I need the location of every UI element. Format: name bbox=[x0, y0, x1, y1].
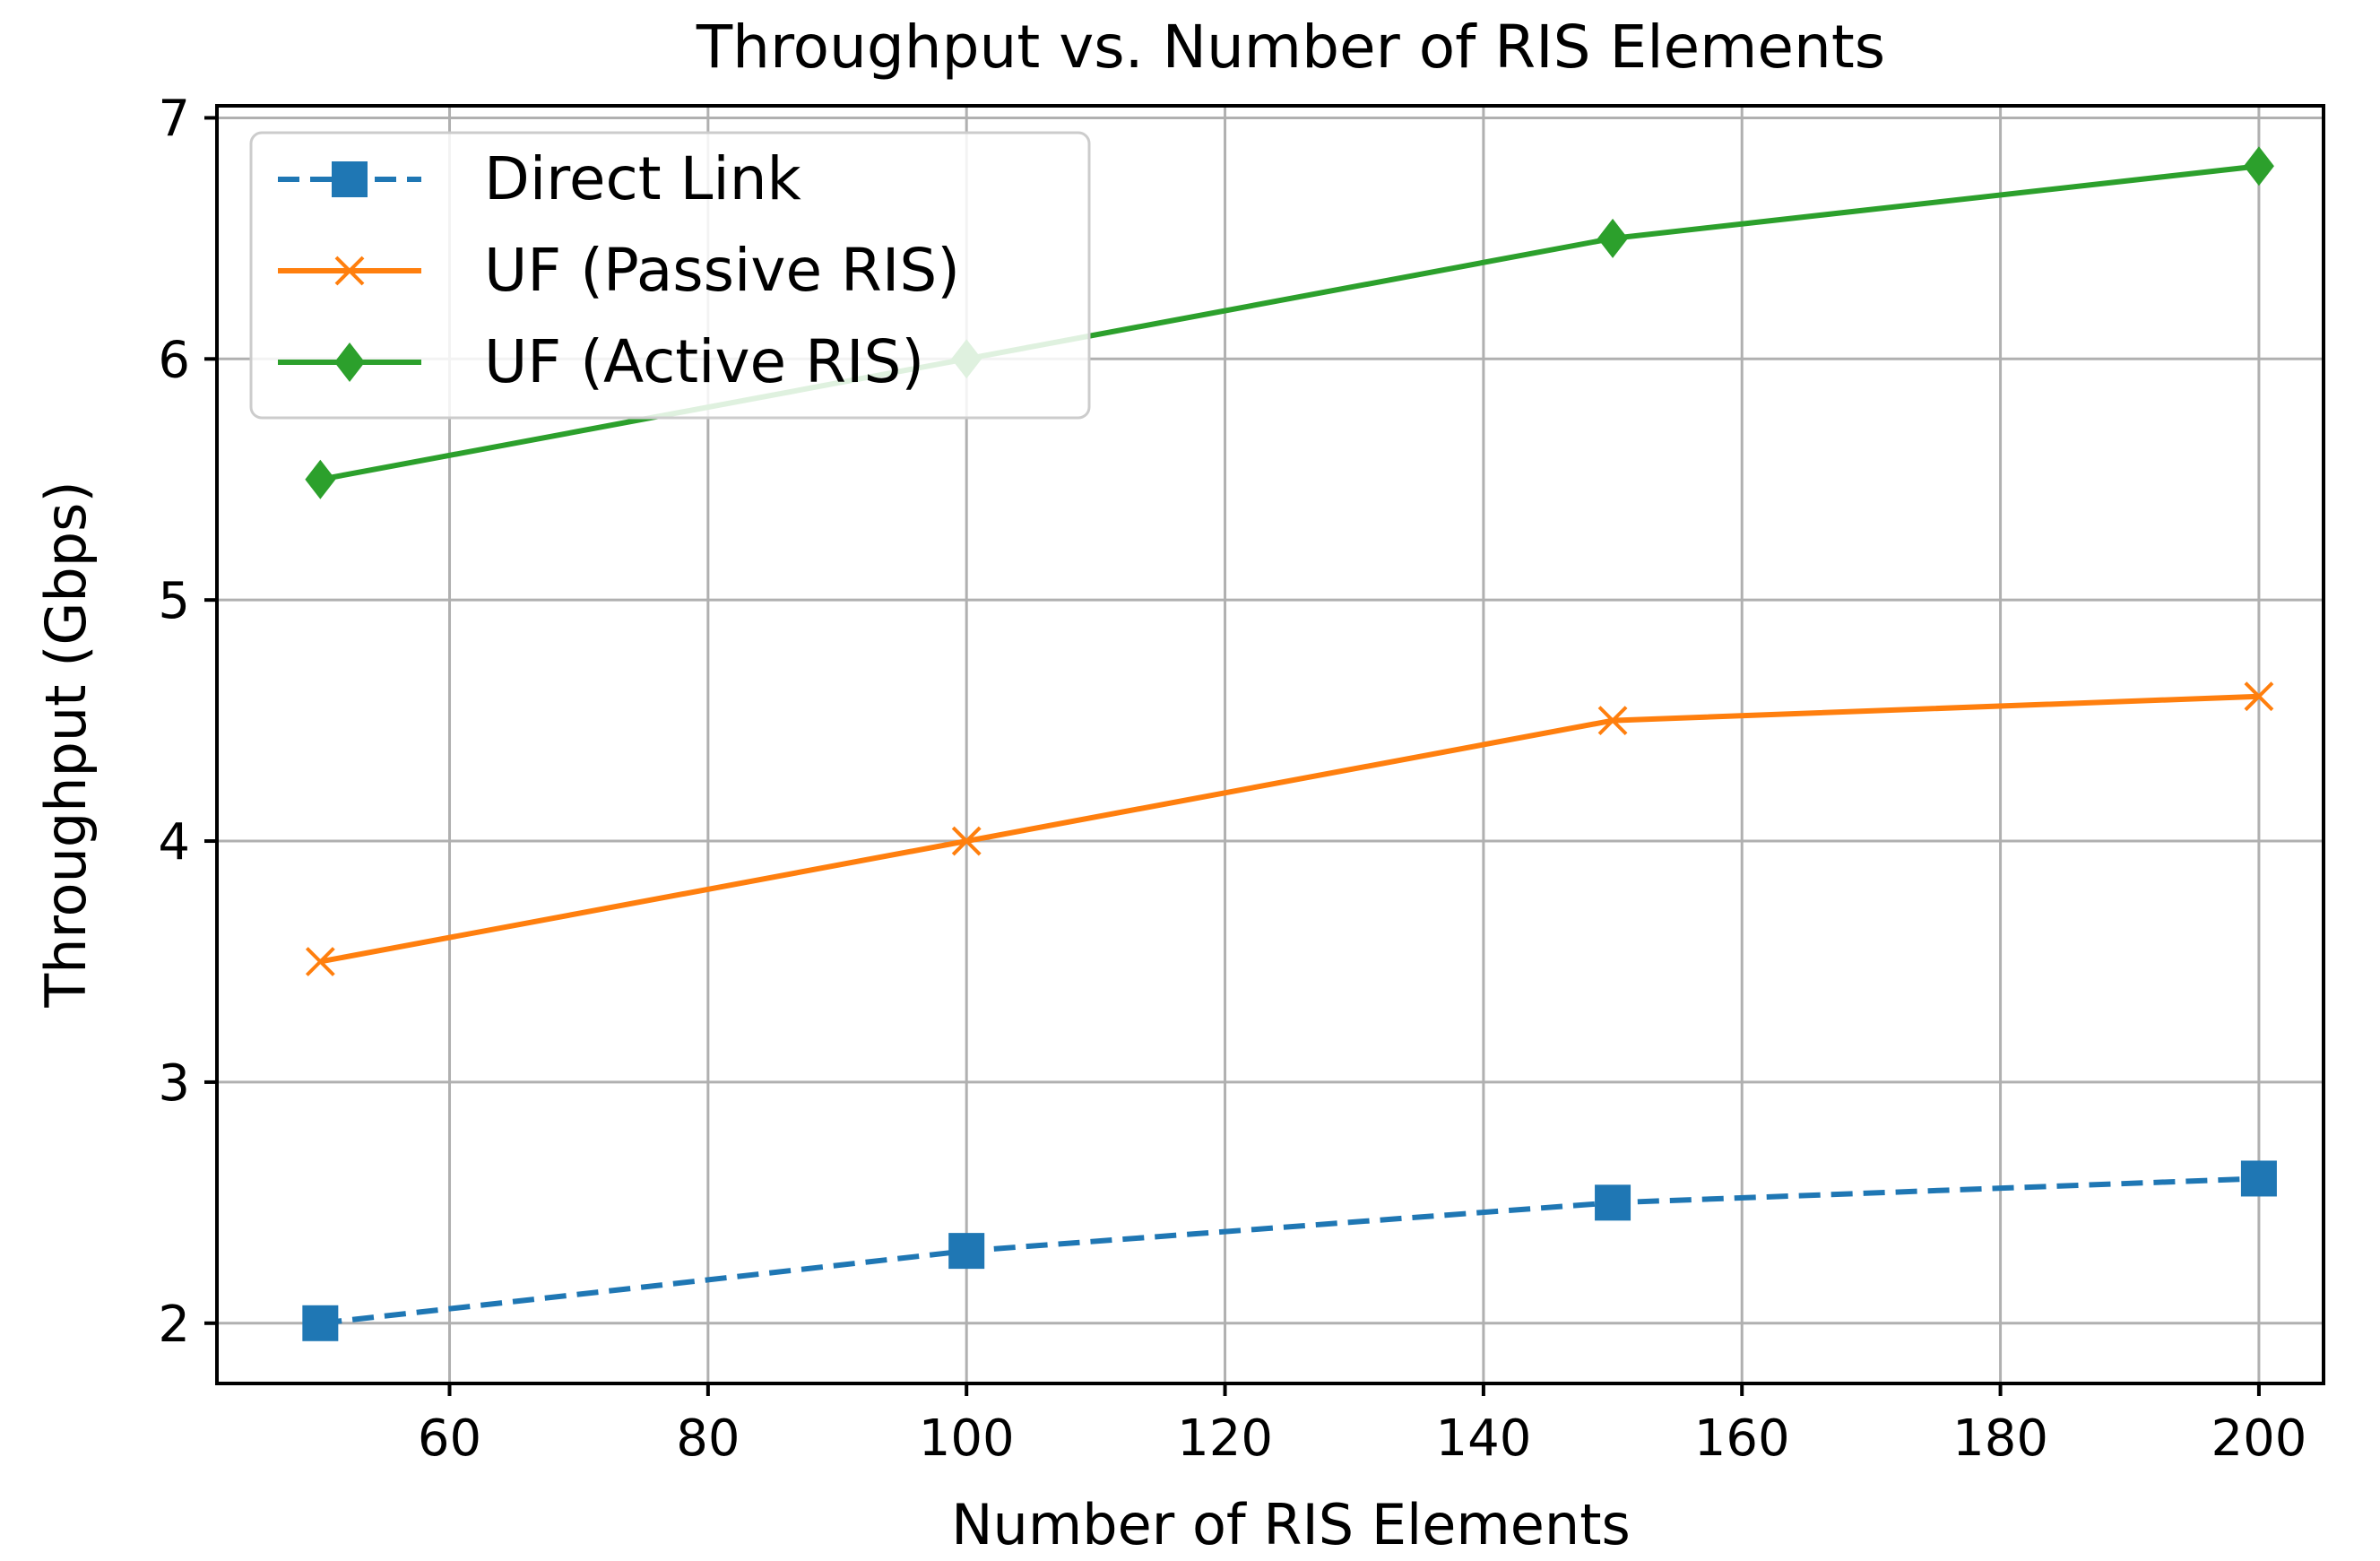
y-axis-title: Throughput (Gbps) bbox=[33, 481, 99, 1008]
x-tick-label: 140 bbox=[1435, 1409, 1531, 1468]
x-tick-label: 200 bbox=[2211, 1409, 2306, 1468]
legend: Direct Link UF (Passive RIS) UF (Active RI… bbox=[249, 131, 1091, 420]
y-tick-label: 4 bbox=[158, 813, 190, 872]
y-tick-label: 7 bbox=[158, 90, 190, 148]
data-point bbox=[1597, 218, 1629, 258]
series-line bbox=[319, 163, 2260, 482]
data-point bbox=[1597, 706, 1628, 736]
data-point bbox=[948, 1233, 985, 1270]
data-point bbox=[1595, 1184, 1631, 1221]
data-point bbox=[951, 826, 982, 856]
x-tick-label: 100 bbox=[919, 1409, 1015, 1468]
legend-marker bbox=[332, 161, 368, 197]
data-point bbox=[305, 947, 335, 976]
series-2 bbox=[305, 681, 2274, 976]
series-1 bbox=[302, 1160, 2277, 1341]
y-tick-label: 5 bbox=[158, 572, 190, 630]
x-axis: 60 80 100 120 140 160 180 200 bbox=[418, 1383, 2306, 1468]
data-point bbox=[305, 459, 336, 499]
series-line bbox=[319, 693, 2260, 965]
y-tick-label: 6 bbox=[158, 331, 190, 389]
data-point bbox=[2244, 681, 2274, 712]
legend-label: UF (Passive RIS) bbox=[484, 236, 960, 305]
legend-marker bbox=[334, 256, 365, 286]
plot-frame bbox=[215, 104, 2325, 1385]
legend-label: UF (Active RIS) bbox=[484, 327, 924, 396]
legend-box bbox=[249, 131, 1091, 420]
x-tick-label: 120 bbox=[1177, 1409, 1273, 1468]
grid bbox=[217, 106, 2324, 1383]
data-point bbox=[2240, 1160, 2277, 1197]
data-point bbox=[302, 1305, 339, 1341]
chart-title: Throughput vs. Number of RIS Elements bbox=[696, 13, 1885, 82]
legend-marker bbox=[334, 343, 365, 382]
y-tick-label: 3 bbox=[158, 1054, 190, 1113]
y-tick-label: 2 bbox=[158, 1296, 190, 1354]
y-axis: 2 3 4 5 6 7 bbox=[158, 90, 217, 1354]
legend-entry: UF (Active RIS) bbox=[278, 327, 924, 396]
x-tick-label: 160 bbox=[1694, 1409, 1790, 1468]
x-tick-label: 180 bbox=[1952, 1409, 2048, 1468]
legend-entry: UF (Passive RIS) bbox=[278, 236, 960, 305]
x-axis-title: Number of RIS Elements bbox=[951, 1492, 1631, 1557]
legend-label: Direct Link bbox=[484, 144, 802, 213]
data-point bbox=[2243, 146, 2274, 186]
series-line bbox=[320, 1175, 2260, 1326]
legend-entry: Direct Link bbox=[278, 144, 802, 213]
x-tick-label: 60 bbox=[418, 1409, 481, 1468]
x-tick-label: 80 bbox=[676, 1409, 740, 1468]
